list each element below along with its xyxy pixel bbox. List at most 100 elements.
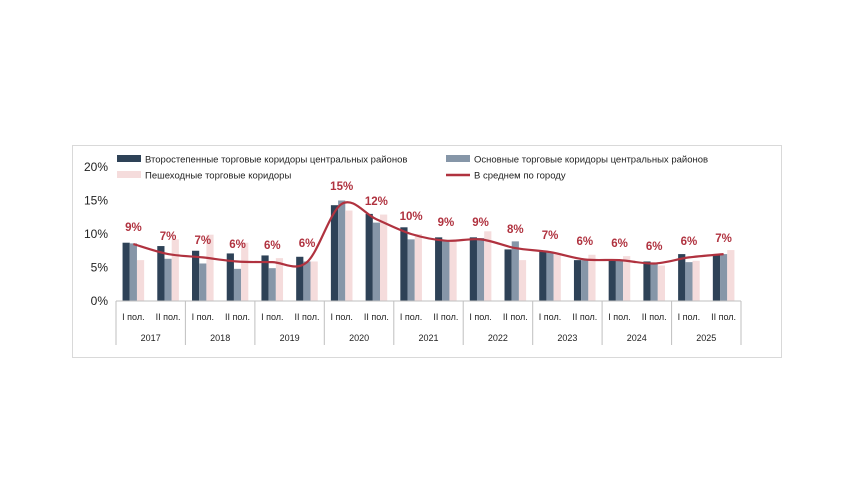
y-tick-label: 20% [84,160,108,174]
data-label: 7% [542,230,559,242]
x-year-label: 2017 [141,333,161,343]
bar [192,250,200,301]
bar [380,214,388,301]
bar [692,260,700,301]
x-year-label: 2019 [280,333,300,343]
x-tick-label: II пол. [225,312,250,322]
bar [581,260,589,301]
x-tick-label: I пол. [678,312,700,322]
bar [372,222,381,301]
bar [720,254,728,301]
bar [171,239,179,301]
x-tick-label: I пол. [192,312,214,322]
x-year-label: 2022 [488,333,508,343]
bar [275,258,284,301]
bar [476,238,485,301]
bar [206,234,214,301]
bar [226,253,234,301]
bar [608,260,616,301]
bar [712,255,721,301]
x-tick-label: I пол. [608,312,630,322]
bar [435,237,443,301]
x-tick-label: II пол. [572,312,597,322]
bar [546,252,554,301]
data-label: 7% [160,231,177,243]
data-label: 10% [400,211,423,223]
x-tick-label: I пол. [330,312,352,322]
x-tick-label: II пол. [711,312,736,322]
bar [199,263,207,301]
data-label: 7% [715,233,732,245]
bar [365,213,373,301]
bar [518,260,527,301]
bar [164,258,172,301]
x-year-label: 2021 [418,333,438,343]
bar [157,246,165,301]
bar [338,200,346,301]
bar [233,268,242,301]
y-tick-label: 5% [91,261,109,275]
bar [330,205,339,301]
bars [122,200,735,301]
average-line [133,201,724,268]
data-label: 9% [438,217,455,229]
x-tick-label: I пол. [261,312,283,322]
y-tick-label: 10% [84,227,108,241]
data-label: 6% [229,239,246,251]
x-tick-label: I пол. [469,312,491,322]
x-axis: I пол. II пол. I пол. II пол. I пол. II пол. I… [115,300,742,345]
bar [588,254,596,301]
legend: Второстепенные торговые коридоры централ… [117,155,708,182]
y-tick-label: 0% [91,294,109,308]
bar [400,227,408,301]
bar [657,265,665,301]
bar [442,240,450,301]
bar [650,262,658,301]
data-label: 6% [611,238,628,250]
bar [122,242,130,301]
bar [136,260,145,301]
bar [484,231,492,301]
bar [310,261,318,301]
legend-swatch [117,171,141,178]
data-label: 8% [507,224,524,236]
bar [504,249,512,301]
data-label: 9% [472,217,489,229]
x-year-label: 2024 [627,333,647,343]
bar [615,260,624,301]
data-label: 6% [299,238,316,250]
legend-swatch [446,155,470,162]
x-year-label: 2018 [210,333,230,343]
data-label: 6% [576,236,593,248]
bar [539,250,547,301]
bar [685,262,693,301]
bar [241,242,249,301]
x-tick-label: II пол. [364,312,389,322]
data-label: 15% [330,181,353,193]
bar [573,260,582,301]
legend-label: Второстепенные торговые коридоры централ… [145,155,407,166]
data-label: 9% [125,222,142,234]
x-tick-label: II пол. [642,312,667,322]
data-label: 6% [264,240,281,252]
y-axis: 0% 5% 10% 15% 20% [84,160,108,308]
x-tick-label: II пол. [156,312,181,322]
x-tick-label: I пол. [122,312,144,322]
bar [623,256,631,301]
data-label: 12% [365,196,388,208]
bar [261,255,269,301]
x-tick-label: I пол. [400,312,422,322]
chart-frame [72,145,782,358]
legend-label: В среднем по городу [474,171,566,182]
x-tick-label: I пол. [539,312,561,322]
bar [345,210,353,301]
bar [296,256,304,301]
x-tick-label: II пол. [295,312,320,322]
x-year-label: 2020 [349,333,369,343]
bar [511,241,519,301]
bar [407,239,415,301]
legend-swatch [117,155,141,162]
data-labels: 9% 7% 7% 6% 6% 6% 15% 12% 10% 9% 9% 8% 7% 6% 6% 6% 6% 7% [125,181,732,253]
bar [129,243,137,301]
